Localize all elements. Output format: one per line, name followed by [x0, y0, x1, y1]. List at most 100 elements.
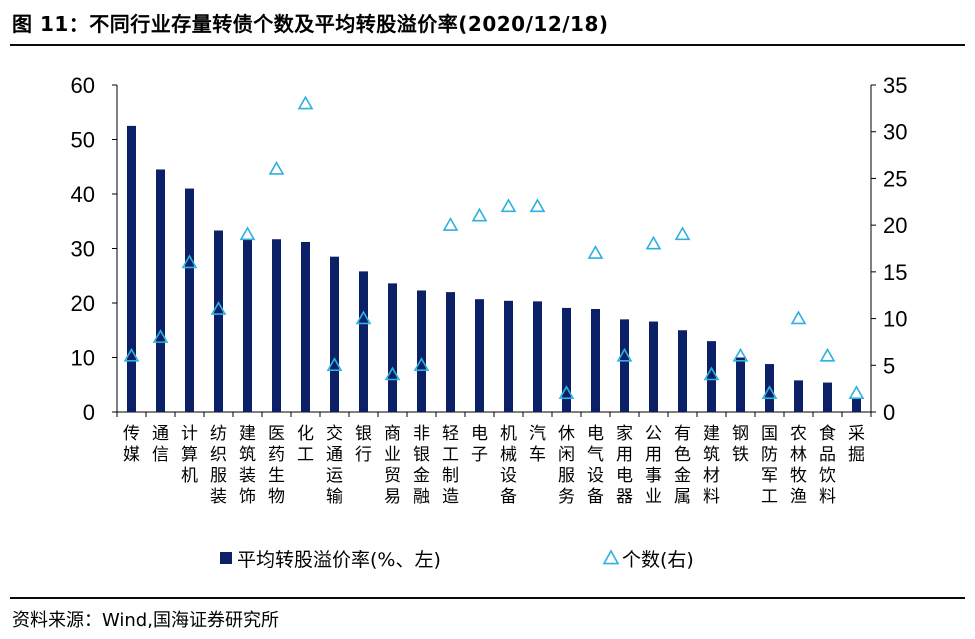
bar: [533, 301, 542, 412]
bar: [475, 299, 484, 412]
bar: [185, 188, 194, 412]
count-point: [210, 301, 227, 315]
x-tick-label: 计算机: [181, 424, 198, 486]
count-point: [819, 347, 836, 362]
bar: [504, 300, 513, 412]
bar: [301, 241, 310, 412]
x-tick-label: 化工: [297, 424, 314, 465]
x-tick-label: 家用电器: [616, 424, 633, 507]
x-tick-label: 交通运输: [326, 424, 343, 507]
bar: [736, 357, 745, 412]
bar: [562, 307, 571, 412]
x-tick-label: 传媒: [123, 424, 140, 465]
count-point: [848, 385, 865, 399]
count-point: [790, 310, 807, 325]
x-tick-label: 汽车: [529, 424, 546, 465]
count-point: [587, 245, 604, 259]
count-point: [268, 160, 285, 175]
bar: [446, 292, 455, 412]
legend-label-premium: 平均转股溢价率(%、左): [237, 549, 441, 571]
bar: [794, 380, 803, 412]
x-tick-label: 电气设备: [587, 424, 604, 507]
x-tick-label: 食品饮料: [819, 424, 836, 507]
y-left-tick-label: 50: [71, 128, 95, 153]
count-point: [703, 366, 720, 381]
x-tick-label: 银行: [355, 424, 372, 465]
count-point: [384, 366, 401, 381]
count-point: [616, 347, 633, 362]
source-note: 资料来源：Wind,国海证券研究所: [12, 610, 279, 631]
x-tick-label: 建筑材料: [703, 424, 720, 507]
bar: [330, 256, 339, 412]
footer-divider: [10, 597, 965, 599]
legend-marker-count: [602, 549, 620, 565]
count-point: [645, 235, 662, 250]
bar: [127, 125, 136, 412]
count-point: [181, 254, 198, 269]
legend-swatch-premium: [220, 552, 232, 564]
bar: [823, 382, 832, 412]
title-divider: [10, 44, 965, 46]
bar: [591, 308, 600, 412]
count-point: [442, 217, 459, 231]
count-point: [558, 385, 575, 399]
bar: [852, 398, 861, 412]
x-tick-label: 通信: [152, 424, 169, 465]
y-right-tick-label: 15: [883, 260, 907, 285]
x-tick-label: 纺织服装: [210, 424, 227, 507]
count-point: [123, 347, 140, 362]
x-tick-label: 休闲服务: [558, 424, 575, 507]
x-tick-label: 建筑装饰: [239, 424, 256, 507]
count-point: [732, 347, 749, 362]
y-right-tick-label: 35: [883, 73, 907, 98]
count-point: [413, 357, 430, 371]
y-left-tick-label: 30: [71, 237, 95, 262]
y-left-tick-label: 20: [71, 291, 95, 316]
count-point: [239, 226, 256, 241]
bar: [417, 290, 426, 412]
count-point: [529, 198, 546, 213]
x-tick-label: 机械设备: [500, 424, 517, 507]
bar: [156, 169, 165, 412]
y-right-tick-label: 20: [883, 213, 907, 238]
x-tick-label: 有色金属: [674, 424, 691, 507]
count-point: [152, 329, 169, 343]
y-right-tick-label: 0: [883, 400, 895, 425]
y-left-tick-label: 40: [71, 182, 95, 207]
chart-title: 图 11：不同行业存量转债个数及平均转股溢价率(2020/12/18): [12, 12, 609, 36]
bar: [620, 319, 629, 412]
bar: [243, 238, 252, 412]
x-tick-label: 采掘: [848, 424, 865, 465]
y-right-tick-label: 30: [883, 120, 907, 145]
bar: [678, 330, 687, 412]
x-tick-label: 钢铁: [732, 424, 749, 465]
y-left-tick-label: 60: [71, 73, 95, 98]
x-tick-label: 电子: [471, 424, 488, 465]
x-tick-label: 非银金融: [413, 424, 430, 507]
count-point: [355, 310, 372, 325]
bar: [214, 230, 223, 412]
count-point: [297, 95, 314, 110]
x-tick-label: 公用事业: [645, 424, 662, 507]
bar: [388, 283, 397, 412]
y-left-tick-label: 10: [71, 346, 95, 371]
count-point: [471, 207, 488, 222]
y-right-tick-label: 5: [883, 353, 895, 378]
count-point: [500, 198, 517, 213]
x-tick-label: 国防军工: [761, 424, 778, 507]
legend-label-count: 个数(右): [622, 549, 694, 571]
x-tick-label: 轻工制造: [442, 424, 459, 507]
y-right-tick-label: 10: [883, 307, 907, 332]
x-tick-label: 商业贸易: [384, 424, 401, 507]
bar: [649, 321, 658, 412]
x-tick-label: 农林牧渔: [790, 424, 807, 507]
count-point: [674, 226, 691, 241]
chart: 010203040506005101520253035传媒通信计算机纺织服装建筑…: [71, 73, 908, 571]
count-point: [761, 385, 778, 399]
x-tick-label: 医药生物: [268, 424, 285, 507]
y-left-tick-label: 0: [83, 400, 95, 425]
bar: [272, 239, 281, 412]
bar: [359, 271, 368, 412]
bar: [707, 341, 716, 412]
count-point: [326, 357, 343, 371]
